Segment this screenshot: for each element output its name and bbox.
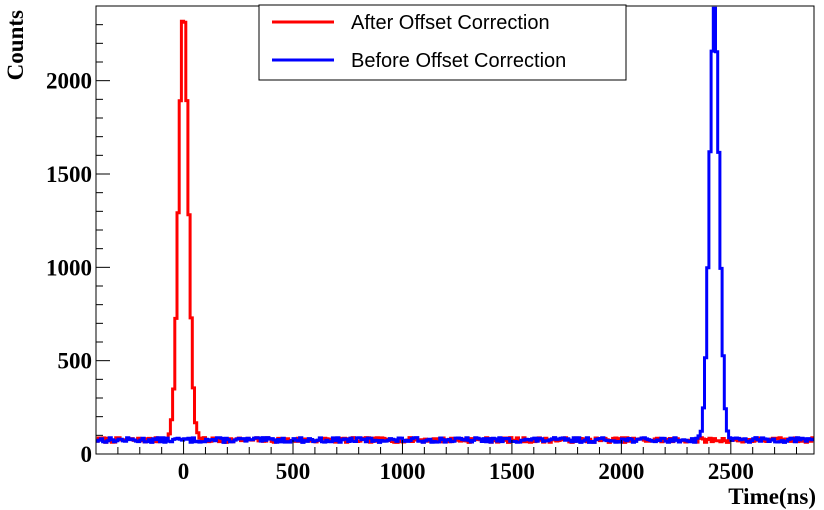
x-tick-label: 1000 [379,459,425,484]
x-axis-title: Time(ns) [728,484,816,509]
y-tick-label: 1500 [46,162,92,187]
x-tick-label: 2000 [598,459,644,484]
x-tick-label: 1500 [489,459,535,484]
legend-label-after: After Offset Correction [351,12,550,34]
y-axis-title: Counts [3,10,28,80]
legend: After Offset Correction Before Offset Co… [258,4,627,81]
labels-layer: 0 500 1000 1500 2000 2500 0 500 1000 1500 2000 [46,69,754,484]
x-tick-label: 0 [178,459,190,484]
legend-box [258,4,627,81]
series-line-before [96,6,814,444]
y-tick-label: 500 [58,349,93,374]
y-tick-label: 1000 [46,255,92,280]
x-tick-label: 500 [276,459,311,484]
y-tick-label: 2000 [46,69,92,94]
series-layer [96,6,814,444]
legend-label-before: Before Offset Correction [351,50,566,72]
x-tick-label: 2500 [708,459,754,484]
y-tick-label: 0 [81,442,93,467]
ticks-layer [95,5,797,455]
